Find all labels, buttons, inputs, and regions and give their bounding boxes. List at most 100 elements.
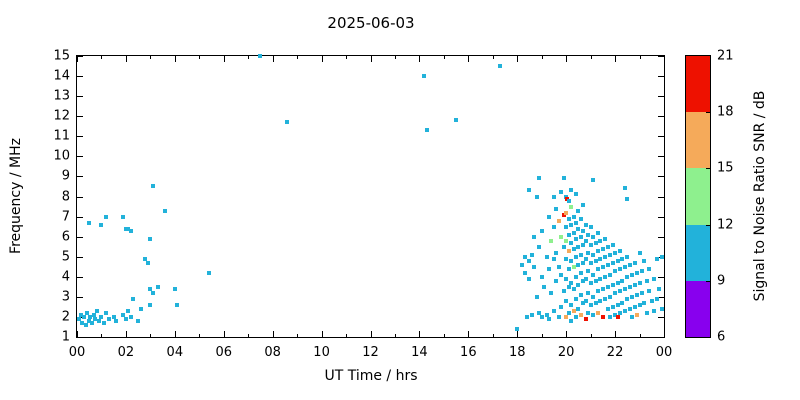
data-point — [529, 312, 534, 317]
data-point — [573, 296, 578, 301]
data-point — [573, 274, 578, 279]
data-point — [625, 196, 630, 201]
data-point — [625, 254, 630, 259]
y-tick-label: 4 — [61, 269, 70, 285]
data-point — [549, 290, 554, 295]
x-minor-tick — [590, 56, 592, 59]
data-point — [566, 248, 571, 253]
colorbar-tick-label: 9 — [717, 273, 726, 289]
data-point — [126, 308, 131, 313]
data-point — [610, 282, 615, 287]
data-point — [556, 264, 561, 269]
y-tick-label: 3 — [61, 289, 70, 305]
x-tick-label: 18 — [508, 345, 526, 360]
x-tick — [419, 331, 421, 337]
x-minor-tick — [541, 56, 543, 59]
x-tick — [517, 331, 519, 337]
data-point — [603, 236, 608, 241]
y-tick — [658, 156, 664, 158]
data-point — [121, 214, 126, 219]
y-tick-label: 8 — [61, 189, 70, 204]
data-point — [258, 54, 263, 58]
x-tick — [468, 331, 470, 337]
data-point — [630, 294, 635, 299]
y-tick — [77, 136, 83, 138]
y-tick — [77, 156, 83, 158]
y-tick-label: 9 — [61, 168, 70, 184]
data-point — [627, 262, 632, 267]
data-point — [581, 300, 586, 305]
data-point — [126, 226, 131, 231]
data-point — [424, 128, 429, 133]
data-point — [148, 236, 153, 241]
data-point — [595, 230, 600, 235]
data-point — [566, 216, 571, 221]
data-point — [613, 290, 618, 295]
data-point — [622, 264, 627, 269]
data-point — [576, 282, 581, 287]
x-minor-tick — [199, 56, 201, 59]
data-point — [569, 302, 574, 307]
data-point — [583, 222, 588, 227]
colorbar-segment — [686, 280, 710, 337]
data-point — [554, 206, 559, 211]
x-minor-tick — [639, 56, 641, 59]
y-tick-label: 7 — [61, 209, 70, 225]
x-tick-label: 00 — [68, 345, 86, 360]
data-point — [569, 188, 574, 193]
data-point — [591, 178, 596, 183]
y-tick — [658, 236, 664, 238]
x-tick — [664, 56, 665, 62]
y-tick-label: 1 — [61, 329, 70, 345]
data-point — [106, 316, 111, 321]
data-point — [114, 318, 119, 323]
data-point — [571, 308, 576, 313]
x-tick-label: 08 — [264, 345, 281, 360]
data-point — [527, 258, 532, 263]
data-point — [569, 258, 574, 263]
data-point — [564, 238, 569, 243]
x-tick — [223, 56, 225, 62]
data-point — [143, 256, 148, 261]
data-point — [637, 302, 642, 307]
data-point — [145, 260, 150, 265]
data-point — [581, 228, 586, 233]
colorbar-tick-label: 21 — [717, 48, 734, 64]
x-tick — [566, 56, 568, 62]
x-tick — [77, 331, 78, 337]
x-minor-tick — [101, 56, 103, 59]
x-minor-tick — [492, 56, 494, 59]
data-point — [615, 314, 620, 319]
data-point — [588, 280, 593, 285]
x-tick — [615, 331, 617, 337]
data-point — [136, 318, 141, 323]
data-point — [544, 312, 549, 317]
x-minor-tick — [346, 334, 348, 337]
data-point — [647, 288, 652, 293]
y-tick — [658, 56, 664, 57]
data-point — [566, 232, 571, 237]
data-point — [529, 252, 534, 257]
data-point — [627, 284, 632, 289]
data-point — [652, 308, 657, 313]
y-tick — [658, 296, 664, 298]
data-point — [659, 254, 664, 259]
data-point — [93, 316, 98, 321]
data-point — [569, 280, 574, 285]
colorbar-tick-label: 18 — [717, 104, 734, 120]
x-tick-label: 06 — [215, 345, 233, 360]
data-point — [603, 296, 608, 301]
data-point — [573, 220, 578, 225]
x-tick — [468, 56, 470, 62]
data-point — [576, 208, 581, 213]
data-point — [632, 282, 637, 287]
y-tick — [658, 76, 664, 78]
data-point — [551, 308, 556, 313]
colorbar-tick-label: 12 — [717, 217, 734, 233]
data-point — [615, 258, 620, 263]
x-tick-label: 02 — [117, 345, 135, 360]
data-point — [644, 278, 649, 283]
data-point — [128, 228, 133, 233]
data-point — [571, 214, 576, 219]
data-point — [591, 252, 596, 257]
